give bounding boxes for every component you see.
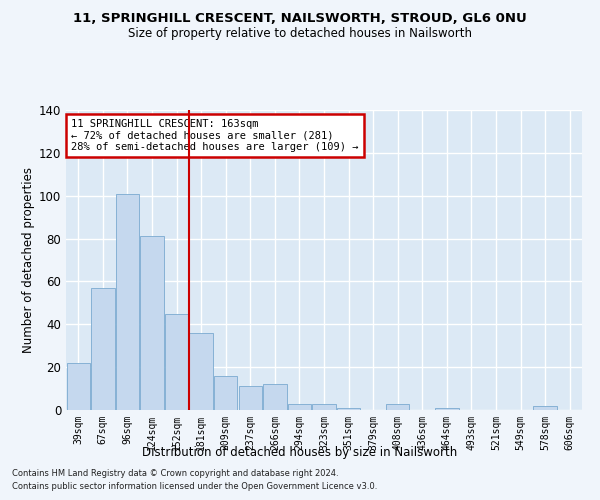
- Bar: [313, 404, 335, 410]
- Bar: [533, 406, 557, 410]
- Text: Contains public sector information licensed under the Open Government Licence v3: Contains public sector information licen…: [12, 482, 377, 491]
- Bar: [116, 194, 139, 410]
- Bar: [214, 376, 238, 410]
- Bar: [239, 386, 262, 410]
- Y-axis label: Number of detached properties: Number of detached properties: [22, 167, 35, 353]
- Text: 11 SPRINGHILL CRESCENT: 163sqm
← 72% of detached houses are smaller (281)
28% of: 11 SPRINGHILL CRESCENT: 163sqm ← 72% of …: [71, 119, 359, 152]
- Bar: [386, 404, 409, 410]
- Text: 11, SPRINGHILL CRESCENT, NAILSWORTH, STROUD, GL6 0NU: 11, SPRINGHILL CRESCENT, NAILSWORTH, STR…: [73, 12, 527, 26]
- Bar: [91, 288, 115, 410]
- Text: Size of property relative to detached houses in Nailsworth: Size of property relative to detached ho…: [128, 28, 472, 40]
- Bar: [435, 408, 458, 410]
- Bar: [140, 236, 164, 410]
- Bar: [67, 363, 90, 410]
- Text: Distribution of detached houses by size in Nailsworth: Distribution of detached houses by size …: [142, 446, 458, 459]
- Bar: [165, 314, 188, 410]
- Text: Contains HM Land Registry data © Crown copyright and database right 2024.: Contains HM Land Registry data © Crown c…: [12, 468, 338, 477]
- Bar: [337, 408, 360, 410]
- Bar: [190, 333, 213, 410]
- Bar: [263, 384, 287, 410]
- Bar: [288, 404, 311, 410]
